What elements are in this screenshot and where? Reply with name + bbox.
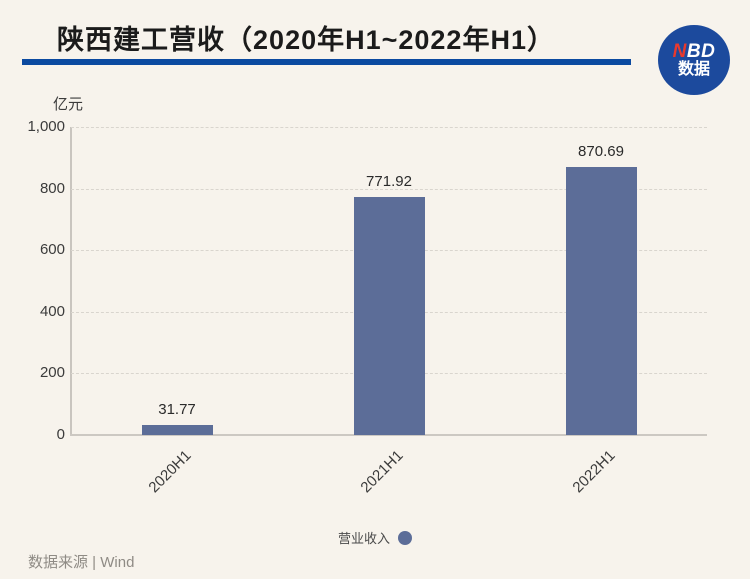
value-label-2020H1: 31.77	[158, 401, 196, 418]
nbd-logo-text: NBD	[672, 40, 716, 62]
legend-label: 营业收入	[337, 531, 390, 546]
bar-2021H1	[353, 197, 425, 435]
page-title: 陕西建工营收（2020年H1~2022年H1）	[57, 25, 555, 55]
data-source: 数据来源 | Wind	[28, 554, 135, 571]
y-tick-label: 1,000	[27, 118, 65, 135]
nbd-logo-subtext: 数据	[677, 60, 710, 78]
y-tick-label: 200	[39, 364, 65, 382]
y-tick-label: 800	[39, 179, 65, 197]
title-underline	[22, 59, 631, 65]
plot-area: 31.77 2020H1 771.92 2021H1 870.69 2022H1	[70, 127, 707, 496]
gridline	[71, 127, 707, 128]
bar-2022H1	[565, 167, 637, 435]
x-tick-label-2021H1: 2021H1	[357, 447, 408, 497]
y-tick-label: 0	[56, 426, 65, 443]
bar-2020H1	[141, 425, 213, 435]
gridline	[71, 188, 707, 190]
legend-marker-dot	[398, 530, 412, 545]
y-axis-line	[70, 127, 72, 435]
y-tick-label: 400	[39, 302, 65, 320]
legend: 营业收入	[0, 528, 750, 547]
x-axis-line	[70, 434, 707, 436]
y-tick-label: 600	[39, 241, 65, 259]
x-tick-label-2022H1: 2022H1	[569, 447, 620, 497]
x-tick-label-2020H1: 2020H1	[145, 447, 196, 497]
nbd-logo: NBD 数据	[658, 25, 730, 95]
value-label-2022H1: 870.69	[578, 143, 624, 160]
y-axis-unit-label: 亿元	[53, 96, 84, 113]
value-label-2021H1: 771.92	[366, 173, 412, 190]
